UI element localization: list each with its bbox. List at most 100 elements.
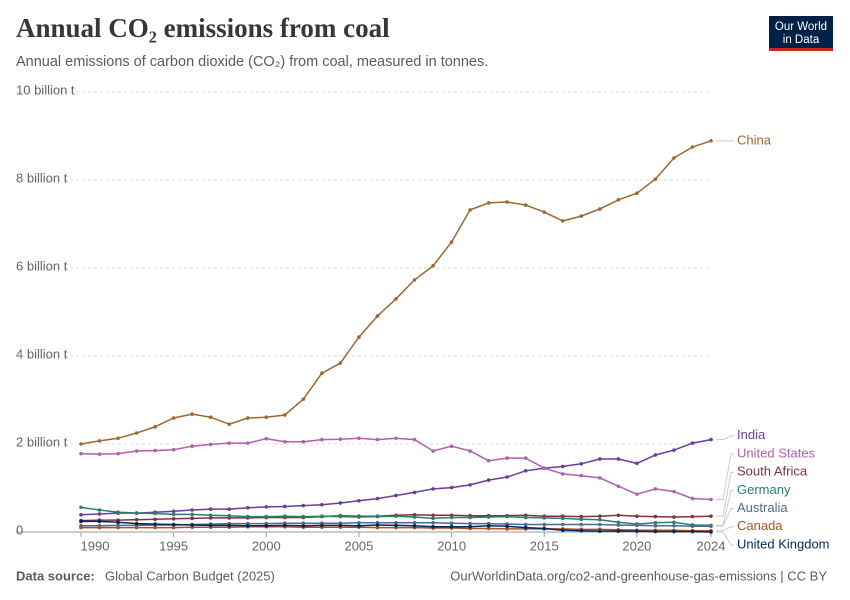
label-leader	[716, 471, 734, 517]
point	[598, 514, 602, 518]
point	[690, 441, 695, 445]
point	[653, 524, 658, 528]
source-label: Data source:	[16, 568, 95, 583]
label-leader	[716, 531, 734, 546]
point	[394, 523, 398, 528]
point	[542, 516, 547, 520]
point	[134, 525, 139, 530]
point	[283, 413, 287, 417]
point	[190, 523, 194, 527]
point	[171, 416, 176, 420]
point	[208, 523, 213, 528]
point	[134, 431, 139, 435]
point	[79, 442, 83, 446]
point	[616, 513, 621, 518]
point	[227, 523, 232, 528]
point	[486, 458, 491, 463]
point	[431, 516, 435, 521]
point	[635, 191, 639, 195]
point	[245, 506, 250, 510]
point	[635, 529, 639, 533]
series-label: United Kingdom	[737, 536, 830, 551]
point	[190, 508, 194, 512]
series-label: South Africa	[737, 464, 808, 479]
point	[598, 517, 602, 522]
point	[357, 524, 361, 528]
point	[690, 524, 695, 529]
x-tick-label: 2000	[252, 538, 281, 553]
point	[635, 461, 639, 466]
point	[79, 525, 83, 530]
point	[301, 503, 306, 508]
point	[394, 436, 398, 441]
point	[153, 525, 157, 530]
point	[394, 520, 398, 525]
point	[320, 502, 324, 507]
y-tick-label: 0	[16, 522, 23, 537]
point	[690, 145, 695, 149]
point	[579, 517, 584, 522]
point	[116, 436, 120, 441]
label-leader	[716, 453, 734, 500]
point	[468, 524, 472, 529]
point	[505, 527, 509, 531]
point	[171, 509, 176, 514]
point	[79, 519, 83, 524]
logo[interactable]: Our World in Data	[769, 16, 833, 51]
point	[320, 523, 324, 528]
point	[357, 520, 361, 525]
point	[579, 462, 584, 466]
point	[79, 451, 83, 456]
series-line	[80, 140, 712, 445]
point	[616, 520, 621, 525]
point	[264, 505, 269, 509]
point	[116, 520, 120, 525]
point	[190, 444, 194, 449]
point	[672, 156, 676, 160]
point	[227, 507, 232, 511]
point	[208, 507, 213, 511]
point	[134, 521, 139, 526]
point	[338, 437, 343, 441]
point	[431, 520, 435, 525]
point	[542, 210, 547, 214]
point	[153, 517, 157, 522]
point	[431, 487, 435, 491]
point	[486, 526, 491, 531]
logo-box[interactable]	[769, 16, 833, 50]
point	[375, 314, 380, 318]
point	[153, 448, 157, 453]
point	[357, 436, 361, 441]
x-tick-label: 2005	[344, 538, 373, 553]
chart-title: Annual CO₂ emissions from coal	[16, 13, 390, 43]
point	[653, 453, 658, 457]
point	[560, 464, 565, 469]
point	[431, 524, 435, 529]
point	[431, 264, 435, 268]
point	[190, 412, 194, 416]
point	[227, 422, 232, 427]
point	[171, 447, 176, 452]
point	[338, 514, 343, 519]
point	[97, 452, 102, 456]
point	[171, 517, 176, 521]
y-tick-label: 4 billion t	[16, 346, 68, 361]
point	[635, 492, 639, 496]
source-url[interactable]: OurWorldinData.org/co2-and-greenhouse-ga…	[450, 568, 827, 583]
logo-text[interactable]: in Data	[783, 34, 820, 46]
point	[264, 514, 269, 519]
point	[486, 524, 491, 528]
point	[375, 437, 380, 442]
point	[449, 524, 454, 529]
point	[375, 514, 380, 519]
y-tick-label: 2 billion t	[16, 434, 68, 449]
point	[245, 514, 250, 519]
point	[542, 526, 547, 531]
point	[338, 501, 343, 505]
point	[171, 525, 176, 530]
logo-text[interactable]: Our World	[775, 21, 827, 33]
point	[264, 524, 269, 528]
point	[709, 514, 713, 518]
point	[449, 485, 454, 490]
